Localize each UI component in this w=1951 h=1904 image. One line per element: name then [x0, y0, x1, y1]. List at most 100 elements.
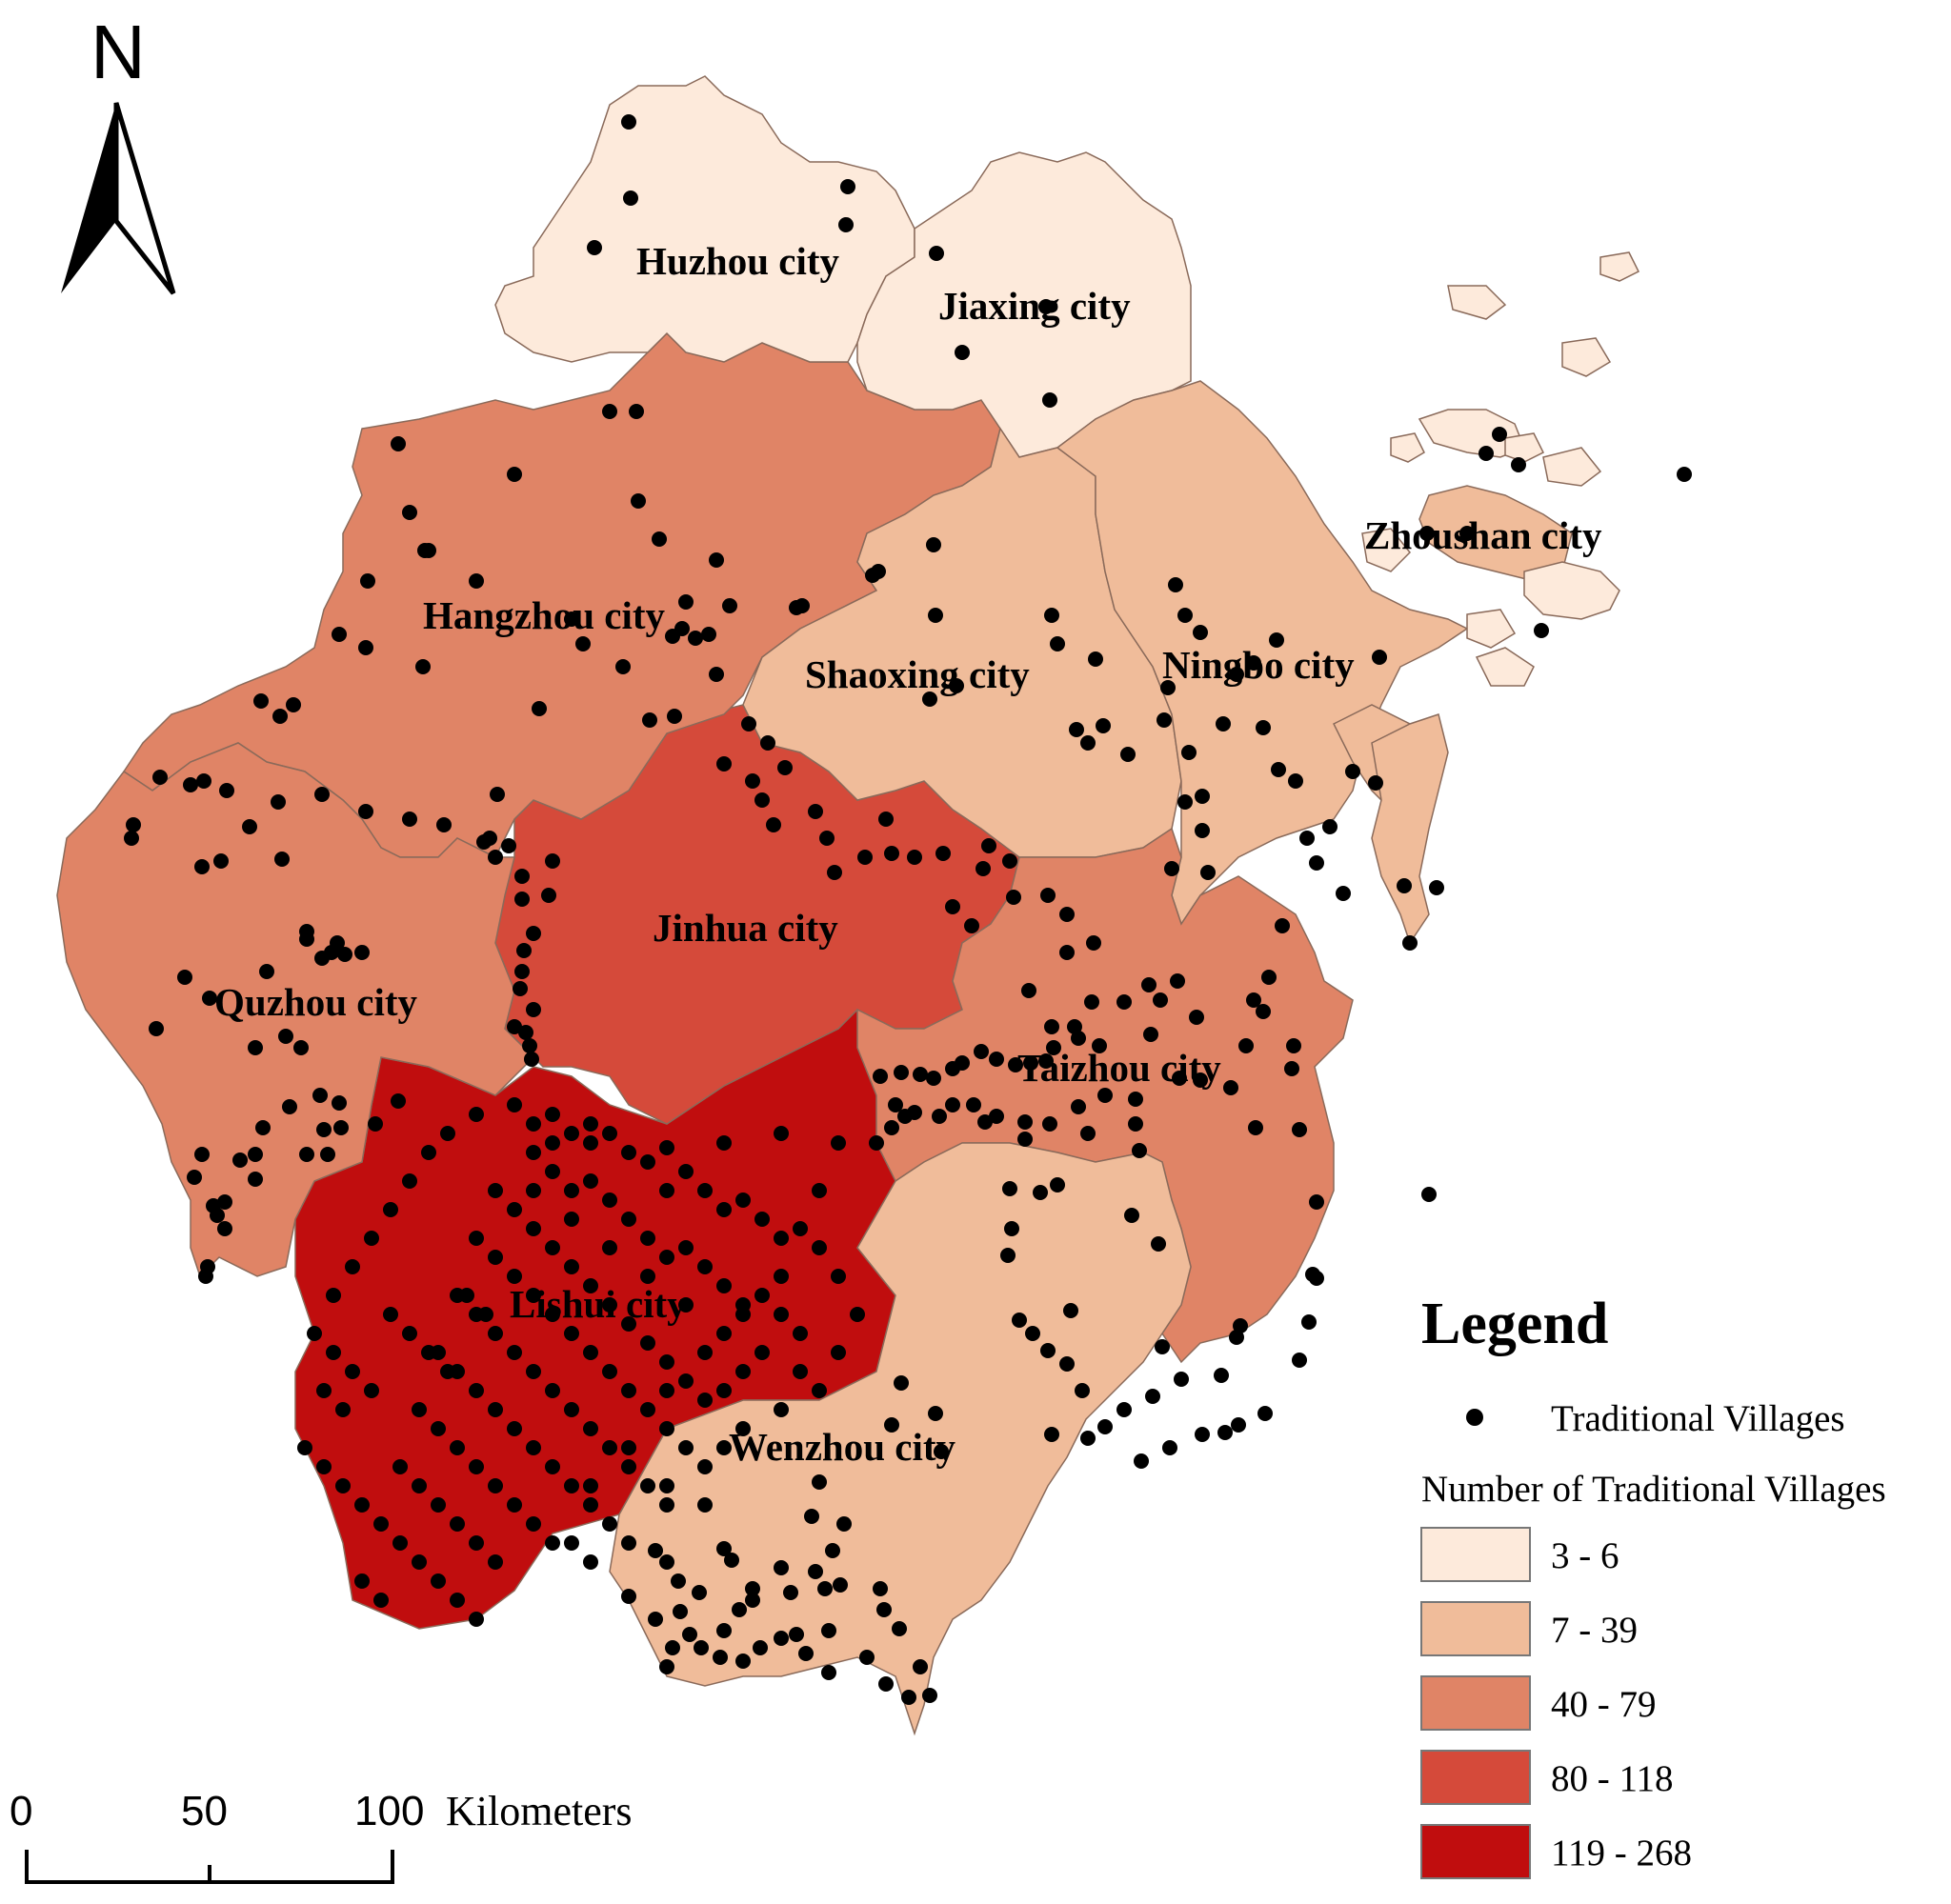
village-point [745, 1593, 760, 1608]
village-point [774, 1560, 789, 1575]
village-point [488, 1326, 503, 1341]
scale-tick-label-100: 100 [354, 1788, 424, 1834]
village-point [697, 1259, 713, 1274]
village-point [659, 1183, 674, 1198]
village-point [1017, 1114, 1033, 1130]
village-point [716, 1278, 732, 1293]
village-point [674, 621, 690, 636]
village-point [678, 1373, 694, 1389]
village-point [488, 1554, 503, 1570]
region-quzhou[interactable] [56, 742, 535, 1278]
village-point [1368, 775, 1383, 791]
label-jinhua: Jinhua city [653, 906, 838, 950]
village-point [922, 1688, 937, 1703]
village-point [716, 1440, 732, 1455]
village-point [659, 1354, 674, 1370]
village-point [621, 1383, 636, 1398]
village-point [177, 970, 192, 985]
village-point [1097, 1088, 1113, 1103]
village-point [526, 1516, 541, 1532]
village-point [735, 1307, 751, 1322]
village-point [469, 1107, 484, 1122]
village-point [1160, 680, 1176, 695]
village-point [1492, 427, 1507, 442]
village-point [745, 1581, 760, 1596]
village-point [629, 404, 644, 419]
village-point [272, 709, 288, 724]
village-point [545, 853, 560, 869]
village-point [516, 943, 532, 958]
village-point [1120, 747, 1136, 762]
village-point [878, 1676, 894, 1692]
scale-unit: Kilometers [446, 1788, 633, 1834]
village-point [648, 1612, 663, 1627]
village-point [507, 1269, 522, 1284]
village-point [697, 1497, 713, 1513]
legend-swatch-3 [1420, 1675, 1531, 1731]
village-point [1080, 1431, 1096, 1446]
region-ningbo[interactable] [1056, 380, 1469, 926]
village-point [678, 1440, 694, 1455]
legend-point-label: Traditional Villages [1551, 1398, 1845, 1439]
legend-class-label-1: 3 - 6 [1551, 1535, 1619, 1576]
village-point [640, 1269, 655, 1284]
village-point [524, 1052, 539, 1067]
village-point [507, 1345, 522, 1360]
village-point [878, 812, 894, 827]
village-point [187, 1170, 202, 1185]
village-point [774, 1402, 789, 1417]
village-point [488, 1402, 503, 1417]
village-point [402, 812, 417, 827]
region-huzhou[interactable] [494, 75, 915, 363]
village-point [673, 1604, 688, 1619]
village-point [716, 1623, 732, 1638]
village-point [1248, 1120, 1263, 1135]
village-point [974, 1044, 989, 1059]
village-point [583, 1421, 598, 1436]
village-point [332, 627, 347, 642]
village-point [754, 792, 770, 808]
village-point [354, 1497, 370, 1513]
village-point [1284, 1061, 1299, 1076]
village-point [293, 1040, 309, 1055]
village-point [1162, 1440, 1177, 1455]
village-point [217, 1221, 232, 1236]
village-point [210, 1208, 225, 1223]
village-point [1429, 880, 1444, 895]
village-point [526, 1440, 541, 1455]
village-point [431, 1573, 446, 1589]
village-point [783, 1585, 798, 1600]
village-point [873, 1069, 888, 1084]
village-point [219, 783, 234, 798]
village-point [583, 1345, 598, 1360]
village-point [1238, 1038, 1254, 1053]
village-point [869, 1135, 884, 1151]
village-point [1080, 1126, 1096, 1141]
village-point [827, 865, 842, 880]
village-point [482, 831, 497, 846]
village-point [478, 1307, 493, 1322]
village-point [316, 1122, 332, 1137]
village-point [754, 1212, 770, 1227]
village-point [412, 1402, 427, 1417]
village-point [545, 1164, 560, 1179]
village-point [1168, 577, 1183, 592]
village-point [1677, 467, 1692, 482]
village-point [320, 1147, 335, 1162]
village-point [945, 1097, 960, 1112]
village-point [1044, 1019, 1059, 1034]
label-lishui: Lishui city [510, 1282, 687, 1326]
north-arrow: N [61, 10, 176, 295]
village-point [316, 1383, 332, 1398]
village-point [913, 1659, 928, 1674]
village-point [716, 1326, 732, 1341]
village-point [945, 899, 960, 914]
village-point [724, 1553, 739, 1568]
village-point [709, 667, 724, 682]
north-arrow-left-half [61, 103, 116, 293]
village-point [564, 1126, 579, 1141]
village-point [507, 1202, 522, 1217]
village-point [1059, 945, 1075, 960]
village-point [198, 1269, 213, 1284]
village-point [697, 1345, 713, 1360]
